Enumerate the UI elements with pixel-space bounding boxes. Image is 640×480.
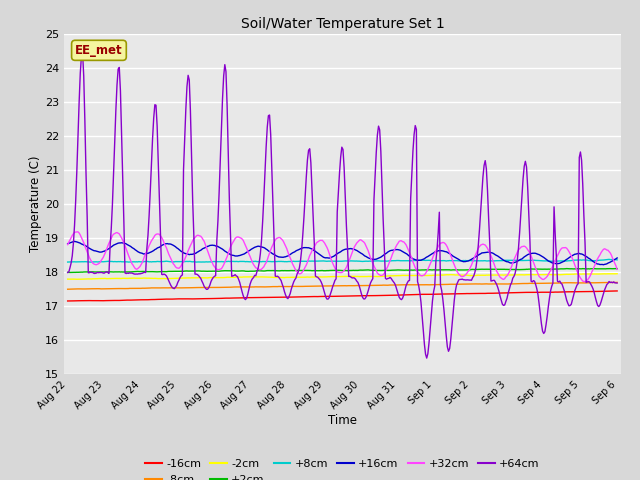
Y-axis label: Temperature (C): Temperature (C) (29, 156, 42, 252)
Legend: -16cm, -8cm, -2cm, +2cm, +8cm, +16cm, +32cm, +64cm: -16cm, -8cm, -2cm, +2cm, +8cm, +16cm, +3… (141, 455, 544, 480)
X-axis label: Time: Time (328, 414, 357, 427)
Text: EE_met: EE_met (75, 44, 123, 57)
Title: Soil/Water Temperature Set 1: Soil/Water Temperature Set 1 (241, 17, 444, 31)
